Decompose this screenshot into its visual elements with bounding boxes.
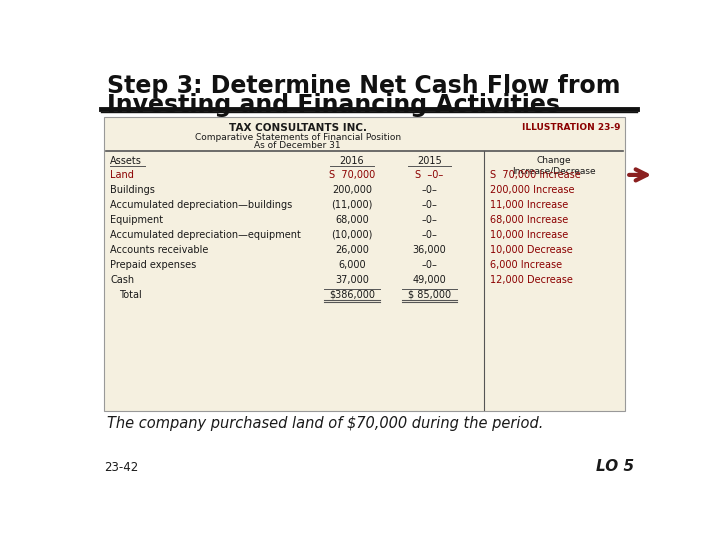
Text: As of December 31: As of December 31: [254, 141, 341, 150]
Text: 49,000: 49,000: [413, 275, 446, 285]
Text: Total: Total: [120, 289, 142, 300]
Bar: [104, 117, 625, 411]
Text: 26,000: 26,000: [335, 245, 369, 254]
Text: ILLUSTRATION 23-9: ILLUSTRATION 23-9: [521, 123, 620, 132]
Text: 68,000 Increase: 68,000 Increase: [490, 214, 568, 225]
Text: 200,000: 200,000: [332, 185, 372, 194]
Text: Accumulated depreciation—equipment: Accumulated depreciation—equipment: [110, 230, 301, 240]
Text: 2015: 2015: [417, 156, 442, 166]
Text: 68,000: 68,000: [335, 214, 369, 225]
Text: –0–: –0–: [421, 230, 437, 240]
Text: Assets: Assets: [110, 156, 142, 166]
Text: $ 85,000: $ 85,000: [408, 289, 451, 300]
Text: Cash: Cash: [110, 275, 134, 285]
Text: –0–: –0–: [421, 260, 437, 269]
Text: $386,000: $386,000: [329, 289, 375, 300]
Text: The company purchased land of $70,000 during the period.: The company purchased land of $70,000 du…: [107, 416, 544, 431]
Text: S  –0–: S –0–: [415, 170, 444, 179]
Text: 2016: 2016: [340, 156, 364, 166]
Text: –0–: –0–: [421, 185, 437, 194]
Text: 23-42: 23-42: [104, 462, 138, 475]
Text: 11,000 Increase: 11,000 Increase: [490, 200, 568, 210]
Text: Accumulated depreciation—buildings: Accumulated depreciation—buildings: [110, 200, 292, 210]
Text: S  70,000: S 70,000: [329, 170, 375, 179]
Text: LO 5: LO 5: [596, 460, 634, 475]
Text: TAX CONSULTANTS INC.: TAX CONSULTANTS INC.: [229, 123, 366, 132]
Text: Prepaid expenses: Prepaid expenses: [110, 260, 197, 269]
Text: 6,000 Increase: 6,000 Increase: [490, 260, 562, 269]
Text: 6,000: 6,000: [338, 260, 366, 269]
Text: Equipment: Equipment: [110, 214, 163, 225]
Text: Investing and Financing Activities: Investing and Financing Activities: [107, 93, 560, 117]
Text: Accounts receivable: Accounts receivable: [110, 245, 209, 254]
Text: 200,000 Increase: 200,000 Increase: [490, 185, 575, 194]
Text: 10,000 Increase: 10,000 Increase: [490, 230, 568, 240]
Text: Change
Increase/Decrease: Change Increase/Decrease: [513, 156, 596, 176]
Text: Land: Land: [110, 170, 134, 179]
Text: Buildings: Buildings: [110, 185, 155, 194]
Text: Step 3: Determine Net Cash Flow from: Step 3: Determine Net Cash Flow from: [107, 74, 621, 98]
Text: Comparative Statements of Financial Position: Comparative Statements of Financial Posi…: [194, 132, 401, 141]
Text: S  70,000 Increase: S 70,000 Increase: [490, 170, 580, 179]
Text: 12,000 Decrease: 12,000 Decrease: [490, 275, 573, 285]
Text: 37,000: 37,000: [335, 275, 369, 285]
Text: –0–: –0–: [421, 200, 437, 210]
Text: (10,000): (10,000): [331, 230, 373, 240]
Text: –0–: –0–: [421, 214, 437, 225]
Text: 36,000: 36,000: [413, 245, 446, 254]
Text: 10,000 Decrease: 10,000 Decrease: [490, 245, 572, 254]
Text: (11,000): (11,000): [331, 200, 373, 210]
